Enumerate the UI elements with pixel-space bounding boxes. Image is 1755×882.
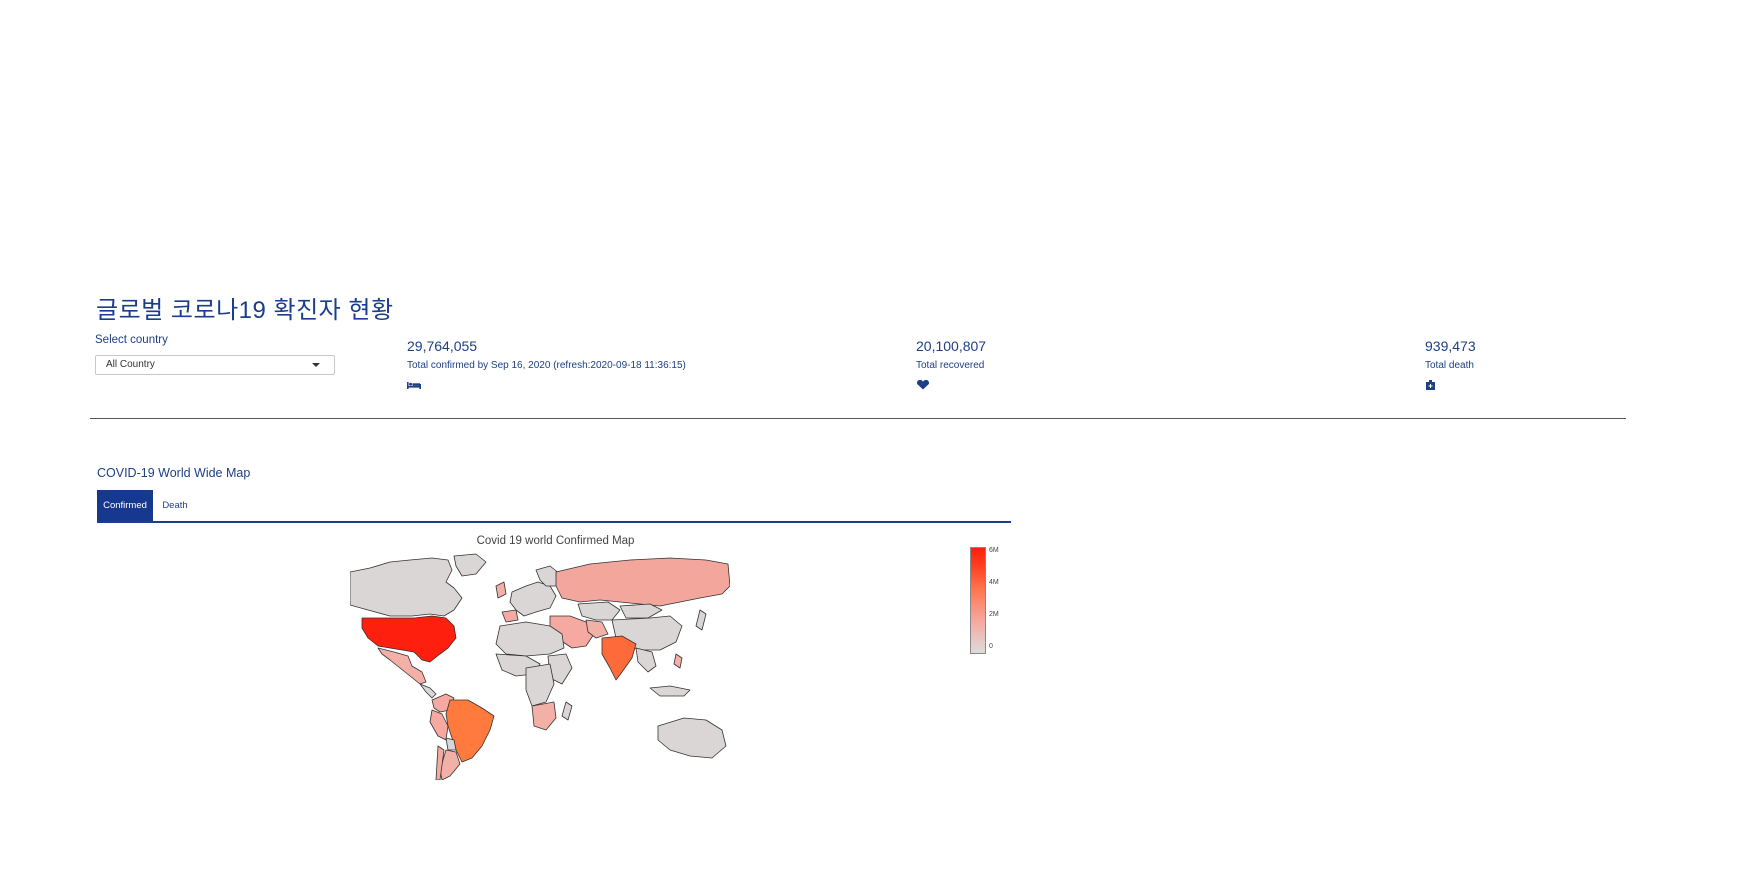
map-region-kazakhstan xyxy=(577,601,621,621)
map-region-greenland xyxy=(453,553,487,577)
map-region-bolivia xyxy=(445,737,457,751)
map-region-brazil xyxy=(445,699,495,763)
stat-total-death: 939,473 Total death xyxy=(1425,338,1476,390)
map-region-spain xyxy=(501,609,519,623)
stat-confirmed-value: 29,764,055 xyxy=(407,338,478,354)
map-region-indonesia xyxy=(649,685,691,697)
map-region-japan xyxy=(695,609,707,631)
chevron-down-icon[interactable] xyxy=(312,363,320,367)
map-region-north-africa xyxy=(495,621,565,657)
colorbar-tick-4m: 4M xyxy=(989,579,999,586)
stat-total-confirmed: 29,764,055 Total confirmed by Sep 16, 20… xyxy=(407,338,686,390)
map-region-europe xyxy=(509,581,557,617)
stat-total-recovered: 20,100,807 Total recovered xyxy=(916,338,986,390)
map-region-madagascar xyxy=(561,701,573,721)
tab-death[interactable]: Death xyxy=(162,500,188,511)
hospital-icon xyxy=(1426,380,1435,390)
map-region-peru xyxy=(429,709,449,741)
map-region-russia xyxy=(555,557,730,607)
map-colorbar xyxy=(970,547,986,654)
stat-death-value: 939,473 xyxy=(1425,338,1476,354)
map-region-mexico xyxy=(377,647,427,685)
select-country-label: Select country xyxy=(95,334,168,346)
map-region-iran xyxy=(585,619,609,639)
stat-recovered-label: Total recovered xyxy=(916,360,985,371)
map-region-canada xyxy=(350,557,463,617)
divider xyxy=(90,418,1626,419)
world-choropleth-map[interactable] xyxy=(350,550,730,780)
stat-death-label: Total death xyxy=(1425,360,1474,371)
map-region-southeast-asia xyxy=(635,647,657,673)
tab-bar: Confirmed Death xyxy=(97,490,1011,523)
stat-confirmed-label: Total confirmed by Sep 16, 2020 (refresh… xyxy=(407,360,686,371)
colorbar-tick-6m: 6M xyxy=(989,547,999,554)
map-region-uk xyxy=(495,581,507,599)
section-title: COVID-19 World Wide Map xyxy=(97,466,251,480)
map-region-central-africa xyxy=(525,663,555,707)
map-region-mongolia xyxy=(619,603,663,619)
map-region-south-africa xyxy=(531,701,557,731)
colorbar-tick-2m: 2M xyxy=(989,611,999,618)
map-region-australia xyxy=(657,717,727,759)
page-title: 글로벌 코로나19 확진자 현황 xyxy=(96,297,394,324)
heart-icon xyxy=(917,380,929,390)
country-select[interactable]: All Country xyxy=(95,355,335,375)
map-region-chile xyxy=(435,745,445,780)
map-region-india xyxy=(601,635,637,681)
tab-confirmed[interactable]: Confirmed xyxy=(97,490,153,521)
map-region-united-states xyxy=(361,615,457,663)
map-region-philippines xyxy=(673,653,683,669)
map-title: Covid 19 world Confirmed Map xyxy=(476,535,635,547)
colorbar-tick-0: 0 xyxy=(989,643,993,650)
stat-recovered-value: 20,100,807 xyxy=(916,338,987,354)
bed-icon xyxy=(407,382,421,389)
map-region-central-america xyxy=(419,683,437,699)
country-select-value: All Country xyxy=(106,359,155,370)
